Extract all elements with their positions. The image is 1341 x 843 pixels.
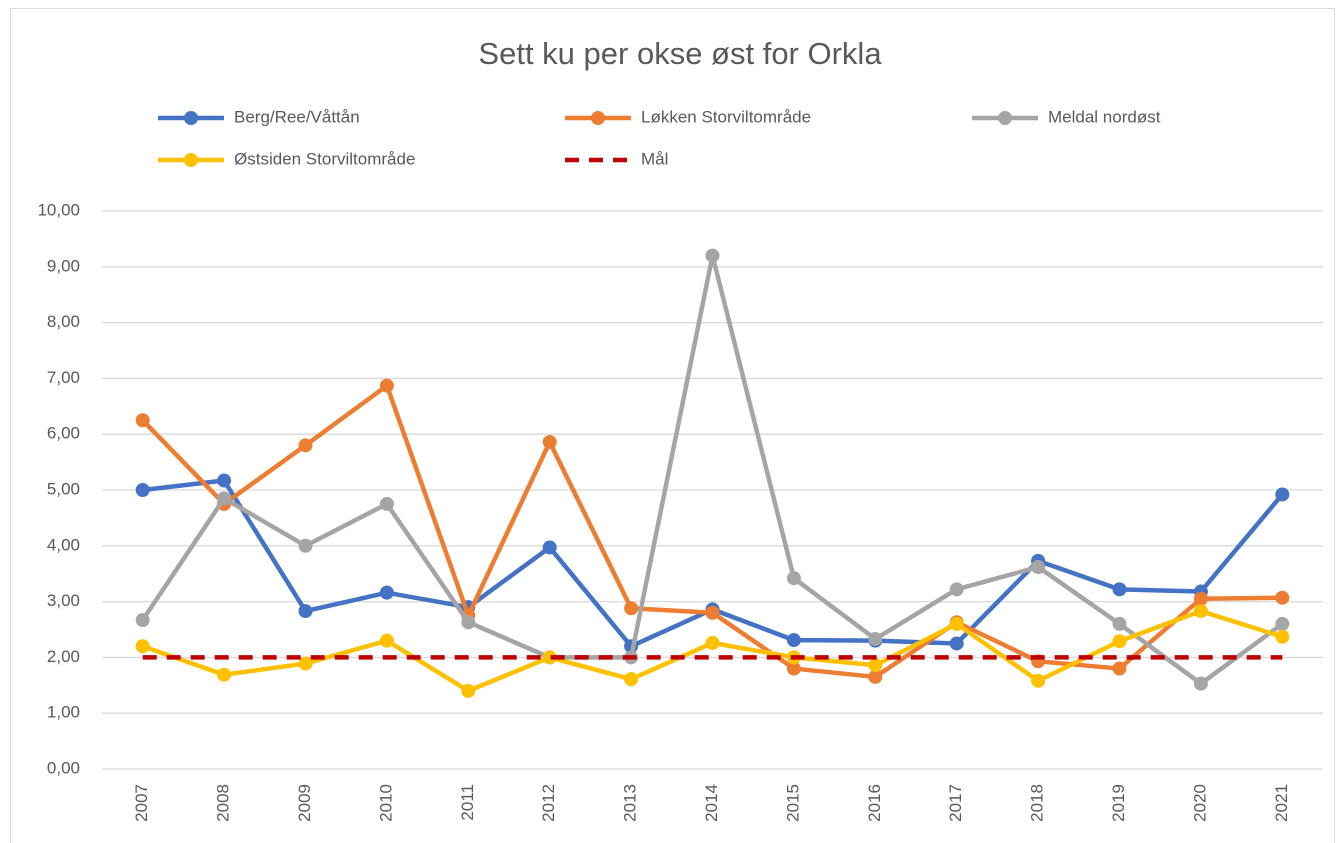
x-tick-label: 2008 [214,784,233,822]
series-marker [135,413,150,428]
legend-label: Mål [641,149,668,168]
legend-marker [998,111,1012,125]
series-marker [1112,634,1127,649]
series-marker [949,582,964,597]
series-marker [217,667,232,682]
series-marker [1112,661,1127,676]
series-marker [786,571,801,586]
series-marker [868,669,883,684]
y-tick-label: 5,00 [47,479,80,498]
series-marker [624,601,639,616]
series-marker [135,613,150,628]
series-marker [949,616,964,631]
legend-marker [184,111,198,125]
legend-label: Berg/Ree/Våttån [234,107,360,126]
series-marker [461,683,476,698]
x-tick-label: 2017 [946,784,965,822]
series-marker [1193,591,1208,606]
y-tick-label: 0,00 [47,758,80,777]
series-marker [1275,590,1290,605]
y-tick-label: 9,00 [47,256,80,275]
x-tick-label: 2015 [783,784,802,822]
y-tick-label: 10,00 [37,200,80,219]
series-marker [705,248,720,263]
series-marker [1275,629,1290,644]
series-marker [1275,616,1290,631]
series-marker [298,438,313,453]
series-marker [217,491,232,506]
x-tick-label: 2019 [1109,784,1128,822]
series-marker [705,635,720,650]
series-marker [298,656,313,671]
series-marker [298,538,313,553]
legend-label: Løkken Storviltområde [641,107,811,126]
series-marker [379,585,394,600]
y-tick-label: 1,00 [47,703,80,722]
series-marker [705,605,720,620]
y-tick-label: 3,00 [47,591,80,610]
x-tick-label: 2011 [458,784,477,821]
y-tick-label: 2,00 [47,647,80,666]
x-tick-label: 2007 [132,784,151,822]
series-marker [542,650,557,665]
x-tick-label: 2010 [376,784,395,822]
y-tick-label: 7,00 [47,368,80,387]
x-tick-label: 2014 [702,784,721,822]
series-marker [1031,673,1046,688]
series-marker [542,540,557,555]
legend-marker [591,111,605,125]
series-marker [379,633,394,648]
series-marker [624,672,639,687]
series-marker [379,378,394,393]
y-tick-label: 4,00 [47,535,80,554]
series-marker [868,631,883,646]
series-marker [379,496,394,511]
series-marker [135,639,150,654]
y-tick-label: 6,00 [47,424,80,443]
x-tick-label: 2021 [1272,784,1291,822]
series-marker [298,604,313,619]
x-tick-label: 2013 [621,784,640,822]
series-marker [786,661,801,676]
series-marker [1112,616,1127,631]
legend-label: Østsiden Storviltområde [234,149,415,168]
series-marker [949,636,964,651]
series-marker [542,435,557,450]
legend-label: Meldal nordøst [1048,107,1161,126]
series-marker [135,483,150,497]
series-marker [1275,487,1290,502]
x-tick-label: 2012 [539,784,558,822]
x-tick-label: 2020 [1190,784,1209,822]
series-marker [1193,676,1208,691]
series-marker [1193,604,1208,619]
y-tick-label: 8,00 [47,312,80,331]
series-marker [217,473,232,488]
x-tick-label: 2018 [1028,784,1047,822]
chart-title: Sett ku per okse øst for Orkla [478,36,882,71]
series-marker [1031,560,1046,575]
series-marker [786,633,801,648]
series-marker [868,658,883,673]
x-tick-label: 2016 [865,784,884,822]
legend-marker [184,153,198,167]
x-tick-label: 2009 [295,784,314,822]
chart-border [10,8,1335,843]
series-marker [461,615,476,630]
series-marker [1112,582,1127,597]
